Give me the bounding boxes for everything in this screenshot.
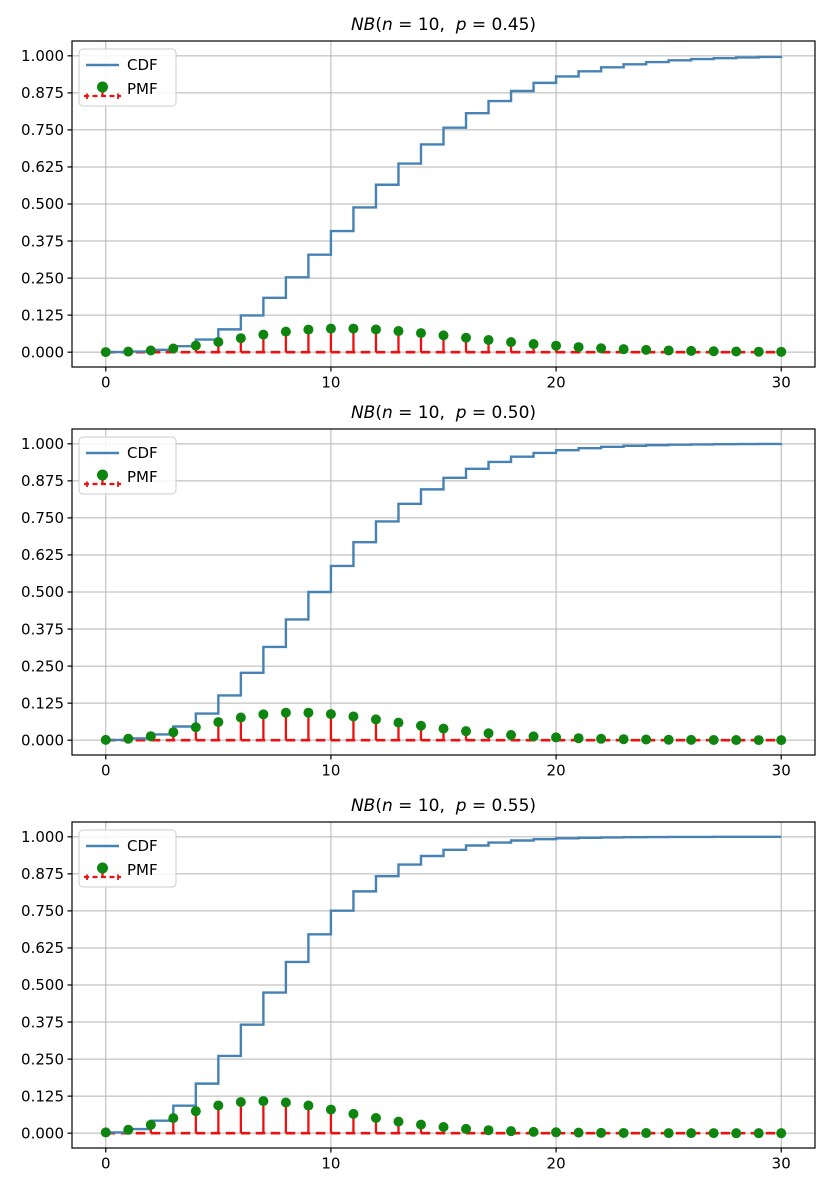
legend: CDF PMF [78, 829, 177, 888]
y-tick-label: 0.250 [21, 1050, 64, 1068]
legend-label-cdf: CDF [127, 56, 158, 74]
y-tick-label: 0.875 [21, 865, 64, 883]
y-tick-label: 0.125 [21, 1087, 64, 1105]
legend-item-cdf: CDF [86, 444, 158, 462]
legend-label-pmf: PMF [127, 468, 158, 486]
cdf-step-line [105, 835, 782, 1134]
pmf-marker-sample [97, 862, 108, 874]
legend-item-pmf: PMF [84, 468, 158, 487]
y-tick-label: 0.500 [21, 583, 64, 601]
x-tick-label: 0 [101, 374, 111, 392]
grid [72, 41, 815, 367]
subplot-3: 0 10 20 30 0.000 0.125 0.250 0.375 0.500 0.625 0.7… [21, 796, 816, 1173]
pmf-markers [100, 707, 787, 746]
y-tick-label: 1.000 [21, 47, 64, 65]
y-tick-label: 0.375 [21, 1013, 64, 1031]
x-tick-label: 0 [101, 1155, 111, 1173]
legend-item-cdf: CDF [86, 837, 158, 855]
x-tick-label: 0 [101, 762, 111, 780]
y-tick-label: 1.000 [21, 435, 64, 453]
y-tick-label: 0.875 [21, 472, 64, 490]
x-tick-label: 20 [547, 374, 566, 392]
legend-label-cdf: CDF [127, 837, 158, 855]
pmf-marker-sample [97, 81, 108, 93]
y-tick-label: 0.000 [21, 731, 64, 749]
y-tick-label: 0.000 [21, 1124, 64, 1142]
grid [72, 822, 815, 1148]
legend: CDF PMF [78, 436, 177, 495]
pmf-marker-sample [97, 469, 108, 481]
x-tick-label: 10 [321, 1155, 340, 1173]
x-axis: 0 10 20 30 [101, 755, 791, 780]
y-tick-label: 0.375 [21, 620, 64, 638]
y-tick-label: 0.750 [21, 509, 64, 527]
x-tick-label: 30 [772, 374, 791, 392]
y-tick-label: 0.500 [21, 195, 64, 213]
y-tick-label: 0.750 [21, 121, 64, 139]
y-axis: 0.000 0.125 0.250 0.375 0.500 0.625 0.750 0.875… [21, 828, 72, 1142]
pmf-markers [100, 1096, 787, 1139]
y-tick-label: 0.875 [21, 84, 64, 102]
y-tick-label: 0.125 [21, 306, 64, 324]
y-tick-label: 0.625 [21, 939, 64, 957]
legend-item-pmf: PMF [84, 861, 158, 880]
x-tick-label: 20 [547, 1155, 566, 1173]
cdf-step-line [105, 55, 783, 354]
y-tick-label: 0.500 [21, 976, 64, 994]
x-tick-label: 30 [772, 762, 791, 780]
x-tick-label: 30 [772, 1155, 791, 1173]
y-tick-label: 0.625 [21, 158, 64, 176]
x-tick-label: 20 [547, 762, 566, 780]
y-tick-label: 1.000 [21, 828, 64, 846]
y-tick-label: 0.000 [21, 343, 64, 361]
x-axis: 0 10 20 30 [101, 1148, 791, 1173]
subplot-1: 0 10 20 30 0.000 0.125 0.250 0.375 0.500 0.625 0.7… [21, 15, 816, 392]
legend-item-cdf: CDF [86, 56, 158, 74]
y-tick-label: 0.375 [21, 232, 64, 250]
subplot-2: 0 10 20 30 0.000 0.125 0.250 0.375 0.500 0.625 0.7… [21, 403, 816, 780]
y-tick-label: 0.250 [21, 269, 64, 287]
pmf-markers [100, 323, 787, 358]
plot-title: NB(n = 10, p = 0.50) [351, 403, 536, 423]
legend-label-pmf: PMF [127, 80, 158, 98]
y-tick-label: 0.250 [21, 657, 64, 675]
legend-label-cdf: CDF [127, 444, 158, 462]
x-tick-label: 10 [321, 762, 340, 780]
y-axis: 0.000 0.125 0.250 0.375 0.500 0.625 0.750 0.875… [21, 435, 72, 749]
legend-label-pmf: PMF [127, 861, 158, 879]
y-tick-label: 0.750 [21, 902, 64, 920]
plot-title: NB(n = 10, p = 0.45) [351, 15, 536, 35]
plot-title: NB(n = 10, p = 0.55) [351, 796, 536, 816]
legend-item-pmf: PMF [84, 80, 158, 99]
y-axis: 0.000 0.125 0.250 0.375 0.500 0.625 0.750 0.875… [21, 47, 72, 361]
cdf-step-line [105, 442, 783, 742]
legend: CDF PMF [78, 48, 177, 107]
x-tick-label: 10 [321, 374, 340, 392]
y-tick-label: 0.125 [21, 694, 64, 712]
x-axis: 0 10 20 30 [101, 367, 791, 392]
y-tick-label: 0.625 [21, 546, 64, 564]
